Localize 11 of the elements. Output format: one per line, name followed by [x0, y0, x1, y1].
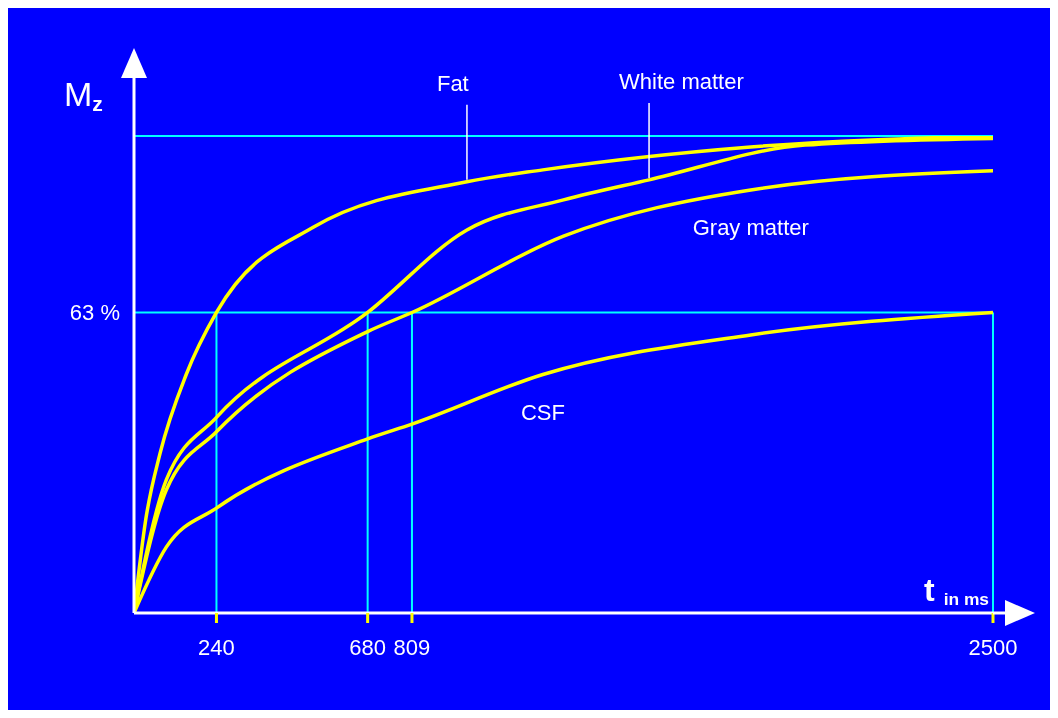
x-tick-label: 240 — [198, 634, 235, 660]
series-label: CSF — [520, 399, 565, 425]
series-label: Gray matter — [692, 214, 809, 240]
x-tick-label: 809 — [393, 634, 431, 660]
y-axis-title: M$_{z}$ — [64, 75, 103, 116]
text: Fat — [436, 70, 469, 96]
x-tick-label: 2500 — [968, 634, 1018, 660]
x-tick-label: 680 — [349, 634, 387, 660]
ref-line-label: 63 % — [69, 300, 120, 326]
x-axis-title: t $_{in ms}$ — [924, 572, 989, 610]
text: White matter — [619, 68, 744, 94]
